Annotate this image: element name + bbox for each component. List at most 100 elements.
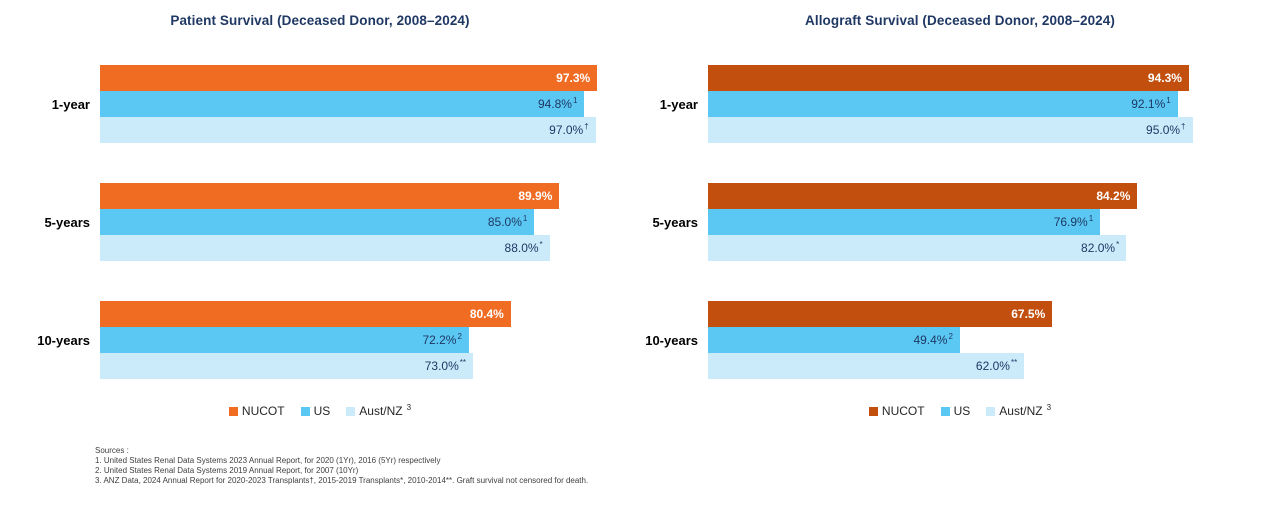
bar-value-label: 85.0%1 (487, 214, 528, 229)
bar-stack: 67.5% 49.4%2 62.0%** (708, 301, 1218, 379)
legend-swatch-us (940, 406, 950, 416)
bar-value-label: 97.0%† (549, 122, 589, 137)
sources-lines: 1. United States Renal Data Systems 2023… (95, 456, 588, 486)
legend-item-aust-nz: Aust/NZ 3 (346, 402, 412, 418)
bar-value-label: 94.3% (1147, 71, 1182, 85)
category-label: 5-years (44, 214, 90, 230)
legend-swatch-aust-nz (346, 406, 356, 416)
bar-us: 85.0%1 (100, 209, 535, 235)
legend: NUCOT US Aust/NZ 3 (640, 402, 1280, 418)
footnote-marker: 1 (1166, 96, 1171, 105)
sources-note: Sources : 1. United States Renal Data Sy… (95, 446, 588, 486)
legend-swatch-us (300, 406, 310, 416)
footnote-marker: 1 (522, 214, 528, 223)
bar-us: 92.1%1 (708, 91, 1178, 117)
legend-label: Aust/NZ (999, 404, 1043, 418)
footnote-marker: * (1116, 240, 1120, 249)
bar-value-label: 73.0%** (424, 358, 467, 373)
bar-value-label: 88.0%* (504, 240, 543, 255)
legend: NUCOT US Aust/NZ 3 (0, 402, 640, 418)
bar-aust-nz: 97.0%† (100, 117, 596, 143)
bar-group-1-year: 1-year 94.3% 92.1%1 95.0%† (640, 65, 1280, 143)
legend-label: US (953, 404, 971, 418)
legend-footnote-marker: 3 (406, 402, 412, 412)
bar-value-label: 82.0%* (1081, 240, 1120, 255)
plot-area: 1-year 94.3% 92.1%1 95.0%† 5-years 84.2% 76.9%… (640, 65, 1280, 419)
bar-value-label: 84.2% (1096, 189, 1131, 203)
category-label: 10-years (645, 332, 698, 348)
footnote-marker: † (1181, 122, 1186, 131)
bar-value-label: 67.5% (1011, 307, 1046, 321)
plot-area: 1-year 97.3% 94.8%1 97.0%† 5-years 89.9% 85.0%… (0, 65, 640, 419)
legend-label: Aust/NZ (359, 404, 403, 418)
bar-us: 76.9%1 (708, 209, 1101, 235)
bar-value-label: 92.1%1 (1131, 96, 1171, 111)
bar-stack: 80.4% 72.2%2 73.0%** (100, 301, 611, 379)
legend-label: NUCOT (881, 404, 925, 418)
bar-us: 72.2%2 (100, 327, 469, 353)
footnote-marker: 2 (948, 332, 953, 341)
category-label: 10-years (37, 332, 90, 348)
chart-title: Allograft Survival (Deceased Donor, 2008… (805, 13, 1115, 28)
footnote-marker: ** (1010, 358, 1018, 367)
bar-stack: 89.9% 85.0%1 88.0%* (100, 183, 611, 261)
bar-value-label: 97.3% (556, 71, 591, 85)
legend-label: US (313, 404, 331, 418)
bar-nucot: 84.2% (708, 183, 1138, 209)
sources-heading: Sources : (95, 446, 129, 455)
bar-value-label: 62.0%** (975, 358, 1018, 373)
bar-group-5-years: 5-years 84.2% 76.9%1 82.0%* (640, 183, 1280, 261)
bar-group-10-years: 10-years 80.4% 72.2%2 73.0%** (0, 301, 640, 379)
bar-aust-nz: 82.0%* (708, 235, 1127, 261)
legend-swatch-nucot (228, 406, 238, 416)
bar-value-label: 49.4%2 (913, 332, 953, 347)
legend-swatch-nucot (868, 406, 878, 416)
bar-value-label: 89.9% (518, 189, 553, 203)
bar-stack: 84.2% 76.9%1 82.0%* (708, 183, 1218, 261)
bar-aust-nz: 95.0%† (708, 117, 1193, 143)
chart-title: Patient Survival (Deceased Donor, 2008–2… (170, 13, 470, 28)
footnote-marker: 1 (1088, 214, 1094, 223)
bar-value-label: 72.2%2 (422, 332, 462, 347)
legend-item-nucot: NUCOT (868, 404, 925, 418)
legend-item-us: US (300, 404, 331, 418)
source-line: 1. United States Renal Data Systems 2023… (95, 456, 441, 465)
legend-item-aust-nz: Aust/NZ 3 (986, 402, 1052, 418)
bar-us: 94.8%1 (100, 91, 585, 117)
legend-swatch-aust-nz (986, 406, 996, 416)
footnote-marker: 2 (457, 332, 462, 341)
legend-footnote-marker: 3 (1046, 402, 1052, 412)
bar-value-label: 95.0%† (1146, 122, 1186, 137)
bar-value-label: 80.4% (469, 307, 504, 321)
allograft-survival-chart: Allograft Survival (Deceased Donor, 2008… (640, 0, 1280, 440)
bar-group-10-years: 10-years 67.5% 49.4%2 62.0%** (640, 301, 1280, 379)
bar-aust-nz: 88.0%* (100, 235, 550, 261)
legend-item-us: US (940, 404, 971, 418)
category-label: 1-year (51, 96, 90, 112)
bar-stack: 97.3% 94.8%1 97.0%† (100, 65, 611, 143)
bar-nucot: 89.9% (100, 183, 560, 209)
footnote-marker: * (539, 240, 543, 249)
bar-value-label: 94.8%1 (537, 96, 578, 111)
bar-aust-nz: 62.0%** (708, 353, 1025, 379)
bar-nucot: 67.5% (708, 301, 1053, 327)
bar-value-label: 76.9%1 (1053, 214, 1094, 229)
patient-survival-chart: Patient Survival (Deceased Donor, 2008–2… (0, 0, 640, 440)
bar-nucot: 97.3% (100, 65, 598, 91)
bar-stack: 94.3% 92.1%1 95.0%† (708, 65, 1218, 143)
bar-nucot: 80.4% (100, 301, 511, 327)
legend-item-nucot: NUCOT (228, 404, 285, 418)
bar-group-5-years: 5-years 89.9% 85.0%1 88.0%* (0, 183, 640, 261)
source-line: 2. United States Renal Data Systems 2019… (95, 466, 359, 475)
category-label: 5-years (652, 214, 698, 230)
bar-nucot: 94.3% (708, 65, 1189, 91)
footnote-marker: 1 (572, 96, 578, 105)
legend-label: NUCOT (241, 404, 285, 418)
category-label: 1-year (659, 96, 698, 112)
bar-group-1-year: 1-year 97.3% 94.8%1 97.0%† (0, 65, 640, 143)
bar-us: 49.4%2 (708, 327, 960, 353)
source-line: 3. ANZ Data, 2024 Annual Report for 2020… (95, 476, 589, 485)
bar-aust-nz: 73.0%** (100, 353, 474, 379)
footnote-marker: † (584, 122, 589, 131)
